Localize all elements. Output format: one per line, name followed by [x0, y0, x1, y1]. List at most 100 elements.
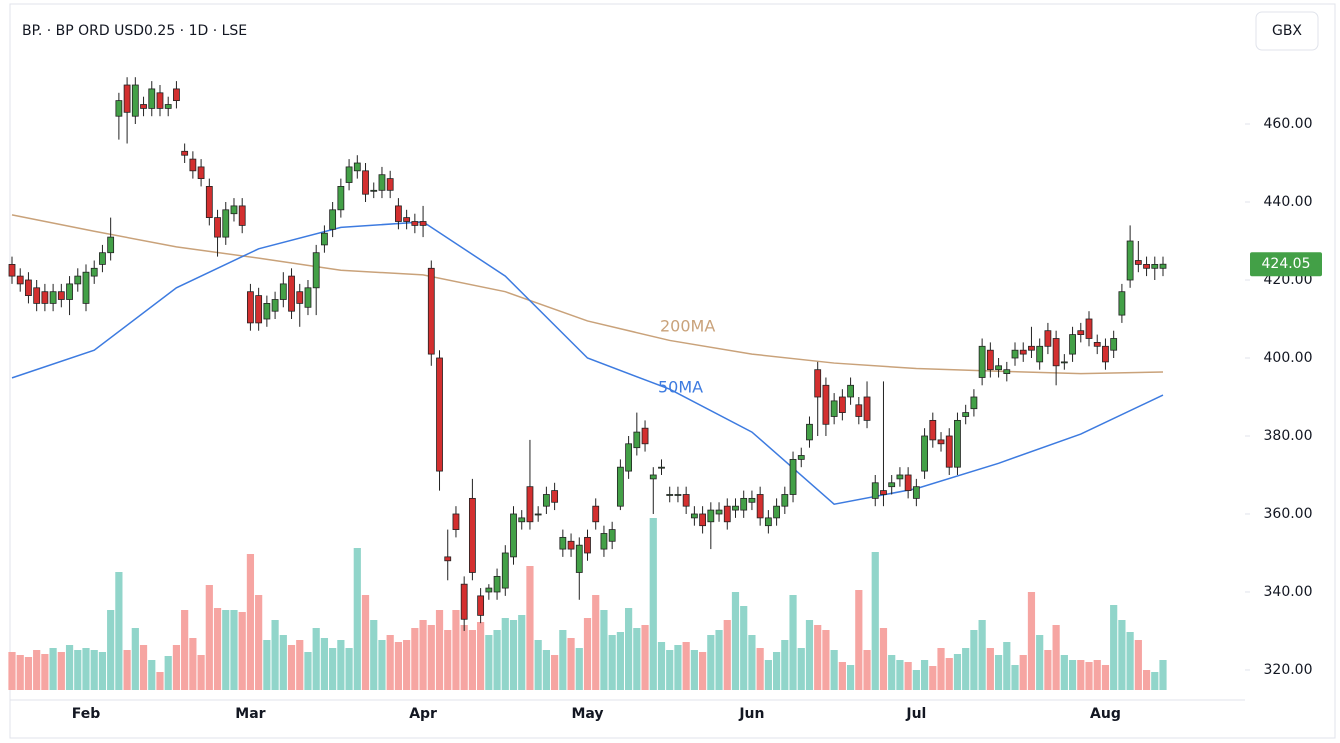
- volume-bar: [814, 625, 822, 690]
- candle-body: [641, 427, 649, 445]
- last-price-label: 424.05: [1262, 256, 1311, 272]
- volume-bar: [772, 652, 781, 690]
- volume-bar: [994, 655, 1003, 690]
- candle-body: [756, 494, 764, 519]
- volume-bar: [1142, 670, 1151, 690]
- candle-body: [452, 513, 460, 530]
- candle-body: [633, 431, 641, 449]
- volume-bar: [452, 610, 460, 690]
- candle-body: [419, 221, 427, 226]
- candle-body: [1019, 349, 1027, 355]
- candle-body: [74, 275, 82, 285]
- candle-body: [131, 84, 139, 117]
- volume-bar: [172, 645, 181, 690]
- moving-average-line: [11, 221, 1164, 506]
- candle-body: [173, 88, 180, 102]
- volume-bar: [139, 645, 148, 690]
- candle-body: [271, 299, 279, 312]
- volume-bar: [559, 630, 567, 690]
- candle-body: [214, 217, 221, 238]
- volume-bar: [855, 590, 863, 690]
- volume-bar: [937, 648, 945, 690]
- volume-bar: [1101, 665, 1110, 690]
- candle-body: [197, 166, 205, 180]
- volume-bar: [98, 652, 107, 690]
- volume-bar: [57, 652, 65, 690]
- candle-body: [288, 275, 295, 312]
- candle-body: [1143, 264, 1150, 269]
- candle-body: [427, 267, 435, 355]
- volume-bar: [156, 672, 164, 690]
- volume-bar: [1027, 592, 1036, 690]
- candle-body: [781, 494, 789, 507]
- candle-body: [25, 279, 32, 296]
- volume-bar: [1151, 672, 1159, 690]
- volume-bar: [534, 640, 542, 690]
- candle-body: [822, 384, 830, 425]
- volume-bar: [65, 645, 74, 690]
- currency-label[interactable]: GBX: [1272, 23, 1302, 39]
- x-tick-label: Feb: [72, 706, 101, 722]
- candle-body: [658, 466, 665, 469]
- volume-bar: [838, 662, 846, 690]
- candle-body: [115, 100, 123, 117]
- volume-bar: [929, 666, 937, 690]
- candle-body: [444, 556, 452, 562]
- volume-bar: [1126, 632, 1134, 690]
- candle-body: [995, 365, 1002, 371]
- candle-body: [1159, 263, 1167, 269]
- volume-bar: [592, 595, 600, 690]
- volume-bar: [962, 648, 970, 690]
- candle-body: [41, 291, 49, 304]
- candle-body: [1110, 338, 1118, 351]
- candle-body: [1069, 334, 1076, 355]
- volume-bar: [657, 642, 666, 690]
- volume-bar: [674, 645, 682, 690]
- candle-body: [1060, 361, 1068, 364]
- volume-bar: [781, 640, 789, 690]
- volume-bar: [74, 650, 82, 690]
- candle-body: [99, 252, 106, 265]
- candle-body: [584, 536, 591, 554]
- volume-bar: [468, 630, 476, 690]
- candle-body: [904, 474, 912, 491]
- candle-body: [649, 474, 657, 480]
- volume-bar: [460, 625, 468, 690]
- volume-bar: [403, 640, 411, 690]
- volume-bar: [1060, 655, 1068, 690]
- volume-bar: [24, 657, 33, 690]
- currency-button[interactable]: [1255, 11, 1319, 51]
- volume-bar: [238, 612, 246, 690]
- candle-body: [986, 349, 994, 371]
- candle-body: [748, 497, 756, 503]
- candle-body: [378, 174, 386, 191]
- volume-bar: [263, 640, 271, 690]
- volume-bar: [501, 618, 509, 690]
- volume-bar: [641, 625, 649, 690]
- candle-body: [370, 189, 378, 192]
- candle-body: [510, 513, 517, 558]
- candle-body: [929, 419, 937, 441]
- volume-bar: [723, 620, 731, 690]
- volume-bar: [213, 608, 222, 690]
- candle-body: [789, 458, 797, 495]
- volume-bar: [378, 640, 386, 690]
- candle-body: [1126, 240, 1134, 281]
- last-price-box: [1250, 252, 1322, 277]
- volume-bar: [205, 585, 213, 690]
- candle-body: [362, 170, 369, 195]
- candle-body: [1052, 338, 1060, 367]
- volume-bar: [879, 628, 888, 690]
- volume-bar: [230, 610, 238, 690]
- candle-body: [279, 283, 287, 300]
- candle-body: [518, 517, 526, 523]
- y-tick-label: 380.00: [1264, 428, 1313, 444]
- moving-average-line: [11, 214, 1164, 375]
- candle-body: [304, 287, 312, 308]
- candle-body: [1118, 291, 1126, 316]
- volume-bar: [846, 665, 855, 690]
- candle-body: [608, 529, 616, 542]
- volume-bar: [945, 658, 953, 690]
- candle-body: [830, 400, 838, 417]
